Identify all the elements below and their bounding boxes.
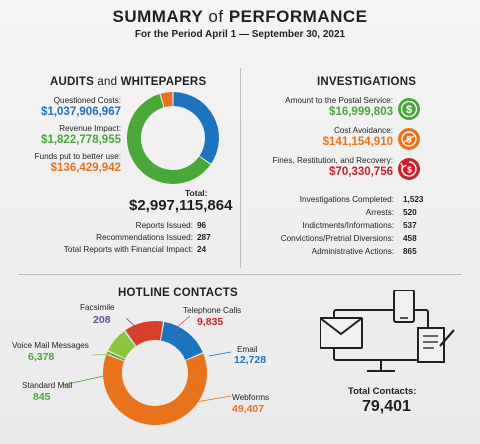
pen-icon [439, 329, 455, 347]
cost-avoidance-icon: $ [398, 128, 420, 150]
revenue-impact-label: Revenue Impact: [59, 124, 121, 133]
audits-title-rest: WHITEPAPERS [120, 76, 207, 88]
voice-mail-label: Voice Mail Messages [12, 341, 89, 350]
email-value: 12,728 [234, 354, 267, 366]
stat-value: 865 [403, 247, 417, 256]
stat-value: 24 [197, 245, 207, 254]
email-label: Email [237, 345, 258, 354]
funds-better-use-label: Funds put to better use: [34, 152, 121, 161]
title-part-summary: SUMMARY [112, 7, 204, 26]
donut-slice-funds-put-to-better-use [160, 92, 173, 108]
page-subtitle: For the Period April 1 — September 30, 2… [134, 29, 346, 40]
hotline-donut-chart [103, 321, 207, 425]
facsimile-value: 208 [93, 314, 111, 326]
amount-postal-label: Amount to the Postal Service: [285, 96, 393, 105]
svg-text:$: $ [406, 135, 411, 145]
stat-label: Investigations Completed: [299, 195, 394, 204]
stat-label: Total Reports with Financial Impact: [63, 245, 193, 254]
audits-total-value: $2,997,115,864 [129, 197, 233, 214]
questioned-costs-value: $1,037,906,967 [41, 106, 121, 118]
questioned-costs-label: Questioned Costs: [53, 96, 121, 105]
stat-label: Recommendations Issued: [96, 233, 193, 242]
audits-donut-chart [126, 92, 220, 184]
hotline-total-value: 79,401 [362, 398, 411, 415]
title-part-performance: PERFORMANCE [228, 7, 368, 26]
stat-value: 520 [403, 208, 417, 217]
voice-mail-value: 6,378 [28, 351, 55, 363]
revenue-impact-value: $1,822,778,955 [41, 134, 121, 146]
phone-icon [393, 290, 415, 323]
standard-mail-label: Standard Mail [22, 381, 73, 390]
donut-slice-facsimile [125, 330, 137, 347]
donut-slice-webforms [103, 353, 207, 425]
donut-slice-email [160, 321, 203, 360]
funds-better-use-value: $136,429,942 [50, 162, 121, 174]
cost-avoidance-label: Cost Avoidance: [333, 126, 393, 135]
donut-slice-revenue-impact [126, 94, 211, 184]
donut-slice-voice-mail-messages [108, 331, 136, 359]
donut-slice-questioned-costs [173, 92, 220, 164]
audits-total-label: Total: [185, 188, 208, 198]
audits-section-title: AUDITS and WHITEPAPERS [50, 76, 206, 88]
facsimile-label: Facsimile [80, 303, 115, 312]
title-part-of: of [208, 7, 224, 26]
section-divider-horizontal [18, 274, 462, 275]
telephone-calls-label: Telephone Calls [183, 306, 242, 315]
hotline-total-label: Total Contacts: [348, 386, 417, 397]
telephone-calls-value: 9,835 [197, 316, 224, 328]
audits-title-bold: AUDITS [50, 76, 95, 88]
webforms-value: 49,407 [232, 403, 265, 415]
devices-illustration [320, 290, 455, 372]
investigations-section-title: INVESTIGATIONS [317, 76, 417, 88]
fines-restitution-value: $70,330,756 [329, 166, 393, 178]
stat-label: Reports Issued: [135, 221, 193, 230]
amount-postal-value: $16,999,803 [329, 106, 393, 118]
recovery-icon: $ [398, 158, 420, 180]
stat-value: 537 [403, 221, 417, 230]
cost-avoidance-value: $141,154,910 [322, 136, 393, 148]
webforms-label: Webforms [232, 393, 270, 402]
svg-text:$: $ [406, 104, 412, 116]
stat-value: 1,523 [403, 195, 424, 204]
stat-value: 458 [403, 234, 417, 243]
fines-restitution-label: Fines, Restitution, and Recovery: [272, 156, 393, 165]
stat-value: 96 [197, 221, 207, 230]
stat-label: Indictments/Informations: [302, 221, 394, 230]
stat-label: Convictions/Pretrial Diversions: [280, 234, 394, 243]
standard-mail-value: 845 [33, 391, 51, 403]
stat-label: Arrests: [365, 208, 394, 217]
page-title: SUMMARY of PERFORMANCE [0, 7, 480, 27]
audits-title-and: and [97, 76, 118, 88]
svg-text:$: $ [407, 165, 412, 175]
stat-label: Administrative Actions: [311, 247, 394, 256]
dollar-icon: $ [398, 98, 420, 120]
stat-value: 287 [197, 233, 211, 242]
hotline-section-title: HOTLINE CONTACTS [118, 287, 238, 299]
section-divider-vertical [240, 68, 241, 268]
